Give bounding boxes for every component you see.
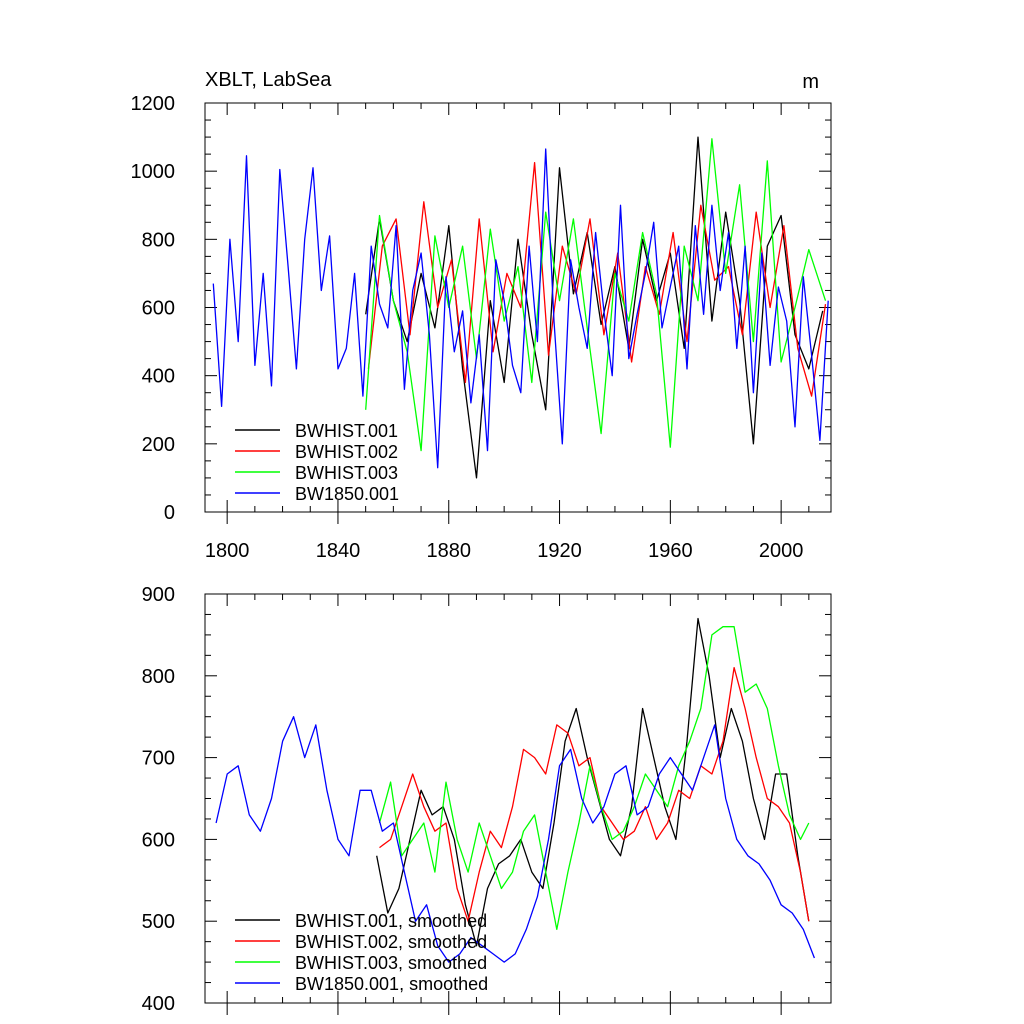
x-tick-label: 2000 — [759, 540, 804, 562]
series-line-bwhist-002-smoothed — [379, 666, 810, 922]
y-tick-label: 500 — [142, 911, 175, 933]
y-tick-label: 400 — [142, 366, 175, 388]
y-tick-label: 800 — [142, 666, 175, 688]
legend-label: BWHIST.001, smoothed — [295, 911, 487, 931]
legend-label: BWHIST.003, smoothed — [295, 953, 487, 973]
units-label: m — [802, 71, 819, 93]
series-line-bw1850-001-smoothed — [215, 716, 816, 963]
legend-label: BWHIST.002 — [295, 442, 398, 462]
series-line-bwhist-002 — [367, 161, 827, 397]
series-line-bwhist-003-smoothed — [378, 626, 810, 931]
chart-title: XBLT, LabSea — [205, 69, 332, 91]
x-tick-label: 1920 — [537, 540, 582, 562]
series-line-bwhist-001 — [365, 136, 824, 479]
y-tick-label: 700 — [142, 748, 175, 770]
y-tick-label: 600 — [142, 829, 175, 851]
legend-label: BW1850.001, smoothed — [295, 974, 488, 994]
x-tick-label: 1880 — [427, 540, 472, 562]
y-tick-label: 400 — [142, 993, 175, 1015]
y-tick-label: 800 — [142, 229, 175, 251]
chart-panel-1: 0 200 400 600 800 1000 1200 1800 1840 1880 1920 196… — [131, 69, 832, 562]
legend-label: BWHIST.002, smoothed — [295, 932, 487, 952]
legend-label: BW1850.001 — [295, 484, 399, 504]
y-tick-label: 1200 — [131, 93, 176, 115]
x-tick-label: 1960 — [648, 540, 693, 562]
series-line-bw1850-001 — [212, 148, 829, 469]
y-tick-label: 600 — [142, 298, 175, 320]
legend-label: BWHIST.001 — [295, 421, 398, 441]
series-line-bwhist-001-smoothed — [376, 617, 810, 947]
y-tick-label: 900 — [142, 584, 175, 606]
legend-label: BWHIST.003 — [295, 463, 398, 483]
y-tick-label: 1000 — [131, 161, 176, 183]
y-tick-label: 200 — [142, 434, 175, 456]
x-tick-label: 1800 — [205, 540, 250, 562]
y-tick-label: 0 — [164, 502, 175, 524]
x-tick-label: 1840 — [316, 540, 361, 562]
